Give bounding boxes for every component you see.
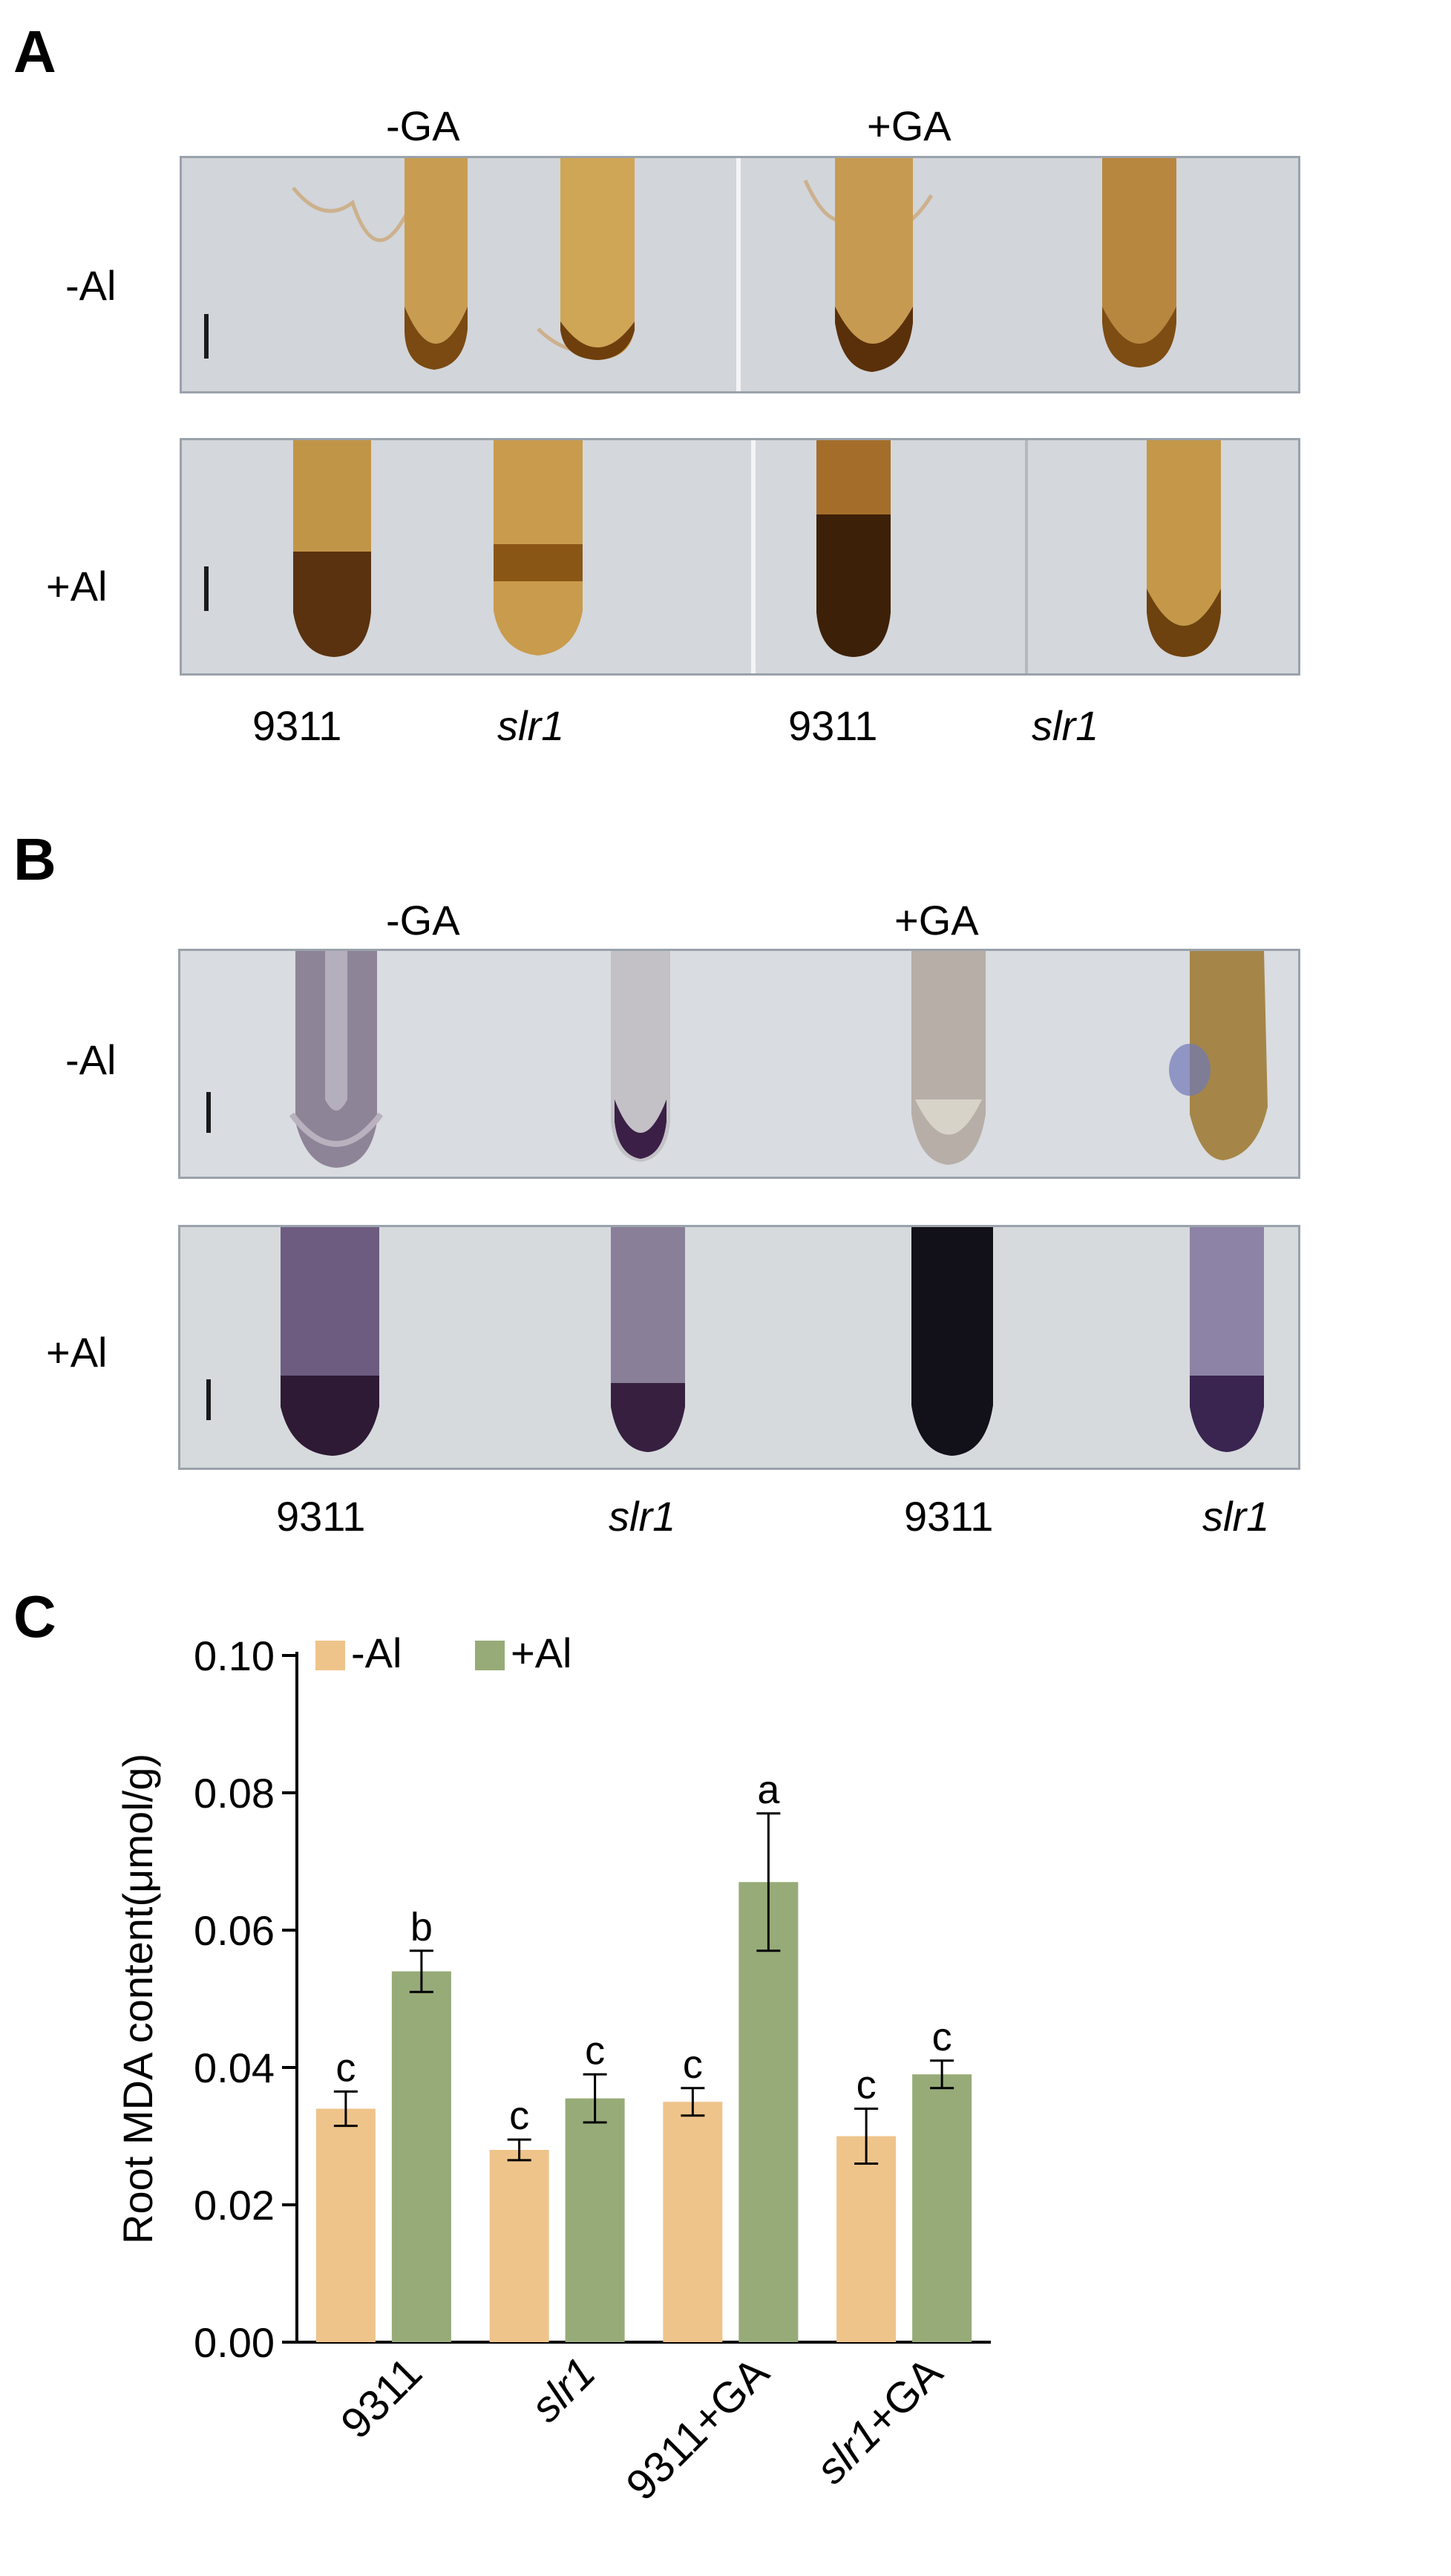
panel-b-image-row-plus-al (178, 1225, 1300, 1470)
significance-letter: c (335, 2045, 356, 2090)
panel-b-genotype-3: 9311 (904, 1493, 994, 1540)
panel-letter-c: C (13, 1583, 56, 1650)
bar-plus-al (738, 1882, 799, 2342)
x-tick-label: slr1 (522, 2348, 605, 2431)
panel-a-image-row-plus-al (180, 438, 1300, 676)
x-tick-label: slr1+GA (807, 2348, 951, 2493)
panel-letter-a: A (13, 19, 56, 85)
y-tick-label: 0.02 (194, 2182, 275, 2229)
panel-b-image-row-minus-al (178, 949, 1300, 1179)
panel-a-col-label-minus-ga: -GA (386, 102, 460, 149)
bar-minus-al (315, 2108, 376, 2342)
panel-b-row-label-plus-al: +Al (46, 1329, 108, 1376)
panel-b-col-label-minus-ga: -GA (386, 897, 460, 944)
panel-a-genotype-1: 9311 (252, 702, 342, 749)
legend-swatch-plus-al (475, 1641, 505, 1670)
bar-plus-al (565, 2098, 625, 2342)
significance-letter: c (856, 2063, 877, 2108)
panel-letter-b: B (13, 826, 56, 892)
y-tick-label: 0.08 (194, 1770, 275, 1817)
panel-b-row-label-minus-al: -Al (65, 1036, 117, 1083)
bar-plus-al (912, 2074, 972, 2342)
bar-minus-al (489, 2150, 549, 2342)
y-tick-label: 0.10 (194, 1632, 275, 1679)
significance-letter: c (932, 2015, 952, 2059)
panel-a-row-label-minus-al: -Al (65, 262, 117, 309)
legend-label-minus-al: -Al (351, 1629, 402, 1676)
legend-label-plus-al: +Al (511, 1629, 572, 1676)
bar-minus-al (663, 2102, 723, 2342)
significance-letter: c (509, 2093, 529, 2138)
bar-minus-al (836, 2136, 897, 2342)
significance-letter: b (410, 1905, 433, 1949)
mda-bar-chart: 0.00 0.02 0.04 0.06 0.08 0.10 Root MDA content… (114, 1629, 991, 2510)
panel-a-row-label-plus-al: +Al (46, 563, 108, 609)
y-tick-label: 0.06 (194, 1907, 275, 1954)
bar-plus-al (391, 1971, 451, 2342)
y-tick-label: 0.00 (194, 2319, 275, 2366)
significance-letter: a (757, 1768, 780, 1812)
y-axis-label: Root MDA content(μmol/g) (114, 1753, 161, 2244)
panel-b-genotype-4: slr1 (1202, 1493, 1270, 1540)
panel-a-genotype-4: slr1 (1032, 702, 1099, 749)
x-tick-label: 9311+GA (617, 2348, 779, 2510)
significance-letter: c (683, 2042, 703, 2087)
panel-a-image-row-minus-al (180, 156, 1300, 393)
legend-swatch-minus-al (315, 1641, 345, 1670)
panel-b-genotype-2: slr1 (609, 1493, 676, 1540)
significance-letter: c (585, 2028, 605, 2073)
y-tick-label: 0.04 (194, 2044, 275, 2091)
panel-a-col-label-plus-ga: +GA (867, 102, 951, 149)
x-tick-label: 9311 (332, 2348, 431, 2448)
panel-b-col-label-plus-ga: +GA (894, 897, 979, 944)
panel-a-genotype-3: 9311 (788, 702, 878, 749)
panel-a-genotype-2: slr1 (497, 702, 565, 749)
panel-b-genotype-1: 9311 (276, 1493, 366, 1540)
